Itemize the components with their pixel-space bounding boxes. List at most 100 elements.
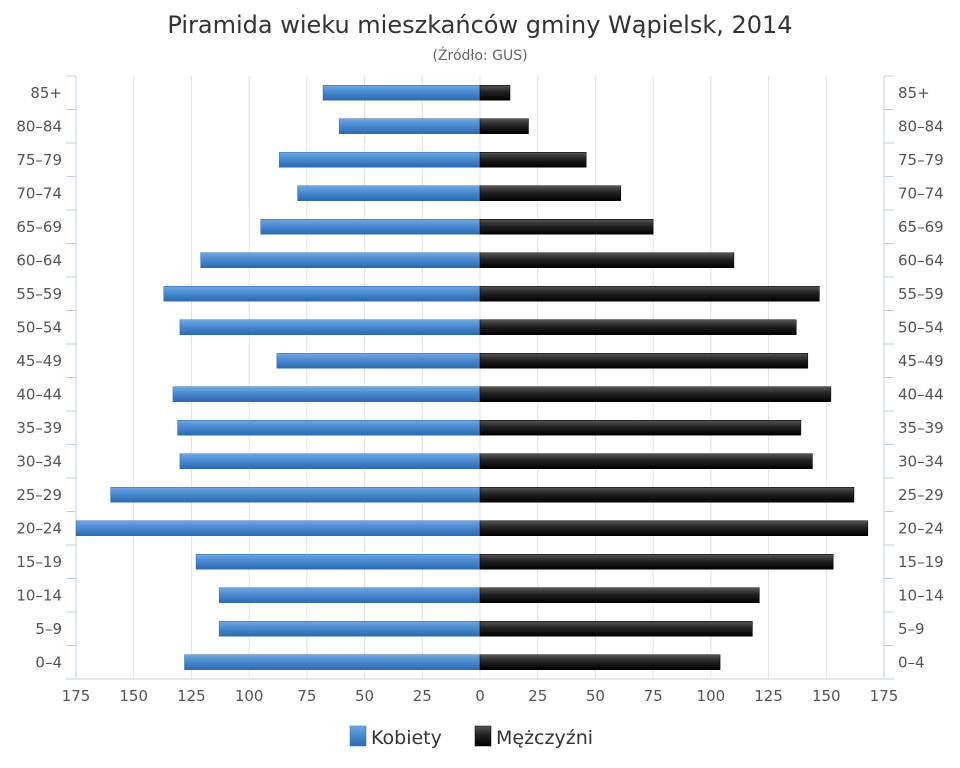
category-label-right: 70–74	[898, 184, 944, 202]
x-tick-label: 0	[475, 687, 485, 705]
legend-label: Kobiety	[371, 727, 442, 749]
bar-kobiety-35–39[interactable]	[177, 420, 481, 436]
category-label-right: 20–24	[898, 519, 944, 537]
category-label-left: 30–34	[16, 452, 62, 470]
bar-mezczyzni-55–59[interactable]	[479, 286, 820, 302]
category-label-left: 20–24	[16, 519, 62, 537]
x-tick-label: 25	[413, 687, 432, 705]
category-label-left: 45–49	[16, 352, 62, 370]
category-label-left: 15–19	[16, 553, 62, 571]
bar-mezczyzni-20–24[interactable]	[479, 520, 869, 536]
bar-kobiety-60–64[interactable]	[200, 252, 481, 268]
legend-swatch	[474, 725, 492, 747]
bar-mezczyzni-25–29[interactable]	[479, 487, 855, 503]
category-label-left: 50–54	[16, 318, 62, 336]
bar-mezczyzni-45–49[interactable]	[479, 353, 809, 369]
category-label-right: 65–69	[898, 218, 944, 236]
bar-kobiety-65–69[interactable]	[260, 219, 481, 235]
category-label-right: 40–44	[898, 385, 944, 403]
category-label-left: 40–44	[16, 385, 62, 403]
x-tick-label: 100	[697, 687, 726, 705]
x-tick-label: 125	[177, 687, 206, 705]
category-label-right: 5–9	[898, 620, 925, 638]
bar-kobiety-25–29[interactable]	[110, 487, 481, 503]
category-label-left: 35–39	[16, 419, 62, 437]
x-tick-label: 50	[586, 687, 605, 705]
bar-kobiety-40–44[interactable]	[172, 386, 481, 402]
bar-mezczyzni-15–19[interactable]	[479, 554, 834, 570]
bar-mezczyzni-30–34[interactable]	[479, 453, 813, 469]
category-label-left: 75–79	[16, 151, 62, 169]
bar-kobiety-5–9[interactable]	[218, 621, 481, 637]
bar-mezczyzni-40–44[interactable]	[479, 386, 832, 402]
x-tick-label: 75	[297, 687, 316, 705]
category-label-left: 65–69	[16, 218, 62, 236]
category-label-right: 25–29	[898, 486, 944, 504]
category-label-right: 0–4	[898, 653, 925, 671]
category-label-right: 10–14	[898, 586, 944, 604]
bar-kobiety-15–19[interactable]	[195, 554, 481, 570]
bar-kobiety-80–84[interactable]	[338, 118, 481, 134]
bar-kobiety-10–14[interactable]	[218, 587, 481, 603]
bar-kobiety-45–49[interactable]	[276, 353, 481, 369]
bar-mezczyzni-0–4[interactable]	[479, 654, 721, 670]
bar-mezczyzni-35–39[interactable]	[479, 420, 802, 436]
legend[interactable]: Kobiety Mężczyźni	[349, 725, 593, 749]
x-tick-label: 175	[870, 687, 899, 705]
axes	[66, 75, 894, 680]
legend-label: Mężczyźni	[496, 727, 593, 749]
chart-subtitle: (Źródło: GUS)	[432, 46, 527, 64]
bar-kobiety-55–59[interactable]	[163, 286, 481, 302]
category-label-left: 5–9	[35, 620, 62, 638]
x-tick-label: 150	[119, 687, 148, 705]
bar-mezczyzni-80–84[interactable]	[479, 118, 529, 134]
category-label-left: 0–4	[35, 653, 62, 671]
x-tick-label: 175	[62, 687, 91, 705]
bar-mezczyzni-10–14[interactable]	[479, 587, 760, 603]
x-tick-labels: 175 150 125 100 75 50 25 0 25 50 75 100 125 150 175	[62, 687, 899, 705]
bar-kobiety-70–74[interactable]	[297, 185, 481, 201]
category-label-left: 25–29	[16, 486, 62, 504]
bar-mezczyzni-85+[interactable]	[479, 85, 511, 101]
bar-kobiety-30–34[interactable]	[179, 453, 481, 469]
category-label-right: 80–84	[898, 117, 944, 135]
x-tick-label: 50	[355, 687, 374, 705]
legend-item-kobiety[interactable]: Kobiety	[349, 725, 442, 749]
legend-swatch	[349, 725, 367, 747]
category-label-right: 60–64	[898, 251, 944, 269]
category-label-right: 45–49	[898, 352, 944, 370]
x-tick-label: 100	[235, 687, 264, 705]
bar-kobiety-85+[interactable]	[322, 85, 481, 101]
category-label-left: 10–14	[16, 586, 62, 604]
category-label-right: 55–59	[898, 285, 944, 303]
bar-mezczyzni-65–69[interactable]	[479, 219, 654, 235]
category-label-right: 15–19	[898, 553, 944, 571]
bar-kobiety-20–24[interactable]	[75, 520, 481, 536]
bar-kobiety-0–4[interactable]	[184, 654, 481, 670]
bars	[75, 85, 869, 670]
category-label-right: 35–39	[898, 419, 944, 437]
x-tick-label: 125	[754, 687, 783, 705]
bar-mezczyzni-5–9[interactable]	[479, 621, 753, 637]
bar-kobiety-75–79[interactable]	[278, 152, 481, 168]
x-tick-label: 75	[644, 687, 663, 705]
bar-kobiety-50–54[interactable]	[179, 319, 481, 335]
bar-mezczyzni-60–64[interactable]	[479, 252, 735, 268]
category-label-right: 85+	[898, 84, 930, 102]
bar-mezczyzni-75–79[interactable]	[479, 152, 587, 168]
grid-lines	[75, 76, 885, 679]
chart-title: Piramida wieku mieszkańców gminy Wąpiels…	[167, 11, 792, 39]
bar-mezczyzni-70–74[interactable]	[479, 185, 622, 201]
legend-item-mezczyzni[interactable]: Mężczyźni	[474, 725, 593, 749]
x-tick-label: 150	[812, 687, 841, 705]
category-label-left: 60–64	[16, 251, 62, 269]
category-label-right: 75–79	[898, 151, 944, 169]
x-tick-label: 25	[528, 687, 547, 705]
category-labels: 85+ 85+ 80–84 80–84 75–79 75–79 70–74 70–74 65–6…	[16, 84, 943, 672]
bar-mezczyzni-50–54[interactable]	[479, 319, 797, 335]
category-label-left: 85+	[30, 84, 62, 102]
category-label-left: 55–59	[16, 285, 62, 303]
category-label-right: 30–34	[898, 452, 944, 470]
category-label-right: 50–54	[898, 318, 944, 336]
